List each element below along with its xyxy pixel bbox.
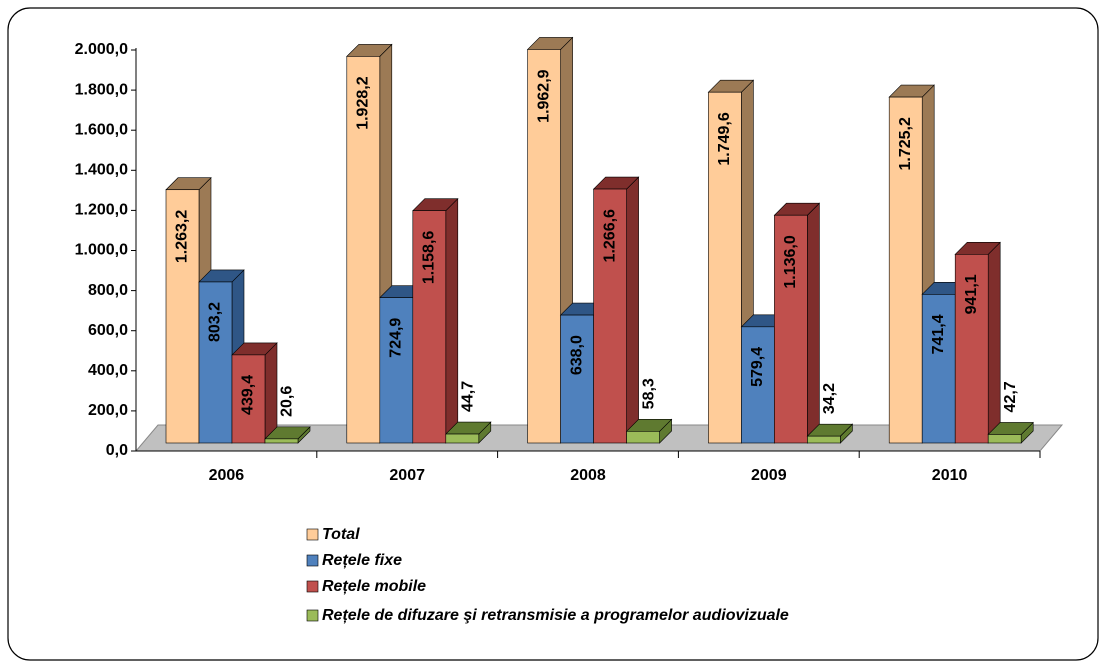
x-tick-label: 2007 xyxy=(389,467,425,484)
legend-swatch xyxy=(306,554,319,567)
bar xyxy=(264,438,299,444)
bar xyxy=(593,188,627,444)
x-tick-label: 2010 xyxy=(932,467,968,484)
value-label: 1.136,0 xyxy=(782,235,799,288)
bar-side xyxy=(445,197,459,444)
legend-swatch xyxy=(306,528,319,541)
y-tick-label: 600,0 xyxy=(88,322,128,339)
bar xyxy=(921,294,956,444)
value-label: 1.263,2 xyxy=(174,210,191,263)
y-tick-label: 1.400,0 xyxy=(75,162,128,179)
legend-label: Total xyxy=(322,526,360,543)
value-label: 741,4 xyxy=(930,314,947,354)
value-label: 1.266,6 xyxy=(601,209,618,262)
bar xyxy=(741,326,775,444)
value-label: 1.928,2 xyxy=(355,76,372,129)
bar xyxy=(527,49,561,444)
bar xyxy=(807,435,841,444)
value-label: 803,2 xyxy=(207,302,224,342)
y-tick-label: 0,0 xyxy=(106,442,128,459)
value-label: 58,3 xyxy=(640,378,657,409)
bar-side xyxy=(264,342,278,444)
bar xyxy=(888,96,923,444)
x-tick-label: 2009 xyxy=(751,467,787,484)
y-tick-label: 1.800,0 xyxy=(75,81,128,98)
legend-label: Rețele fixe xyxy=(322,552,402,569)
bar xyxy=(231,354,266,444)
bar xyxy=(987,434,1022,444)
bar-side xyxy=(807,202,820,444)
value-label: 42,7 xyxy=(1002,381,1019,412)
x-tick-label: 2008 xyxy=(570,467,606,484)
value-label: 439,4 xyxy=(240,375,257,415)
bar xyxy=(412,210,447,444)
y-tick-label: 1.200,0 xyxy=(75,202,128,219)
bar-side xyxy=(626,176,639,444)
value-label: 1.725,2 xyxy=(897,117,914,170)
value-label: 44,7 xyxy=(460,381,477,412)
bar xyxy=(954,254,989,444)
bar xyxy=(198,281,233,444)
legend-swatch xyxy=(306,609,319,622)
y-tick-label: 1.600,0 xyxy=(75,121,128,138)
bar xyxy=(346,56,381,444)
value-label: 579,4 xyxy=(749,347,766,387)
bar-side xyxy=(987,241,1001,444)
y-tick-label: 200,0 xyxy=(88,402,128,419)
y-tick-label: 2.000,0 xyxy=(75,41,128,58)
x-tick-label: 2006 xyxy=(209,467,245,484)
bar xyxy=(708,91,742,444)
bar xyxy=(165,189,200,444)
legend-label: Rețele mobile xyxy=(322,578,426,595)
value-label: 20,6 xyxy=(279,386,296,417)
legend-swatch xyxy=(306,580,319,593)
value-label: 1.749,6 xyxy=(716,112,733,165)
bar xyxy=(774,214,808,444)
value-label: 724,9 xyxy=(388,318,405,358)
bar xyxy=(560,314,594,444)
bar xyxy=(445,433,480,444)
value-label: 941,1 xyxy=(963,274,980,314)
y-tick-label: 1.000,0 xyxy=(75,242,128,259)
y-tick-label: 800,0 xyxy=(88,282,128,299)
y-tick-label: 400,0 xyxy=(88,362,128,379)
value-label: 638,0 xyxy=(568,335,585,375)
bar xyxy=(626,431,660,444)
legend-label: Rețele de difuzare şi retransmisie a pro… xyxy=(322,607,789,624)
value-label: 1.158,6 xyxy=(421,231,438,284)
value-label: 34,2 xyxy=(821,383,838,414)
value-label: 1.962,9 xyxy=(535,69,552,122)
